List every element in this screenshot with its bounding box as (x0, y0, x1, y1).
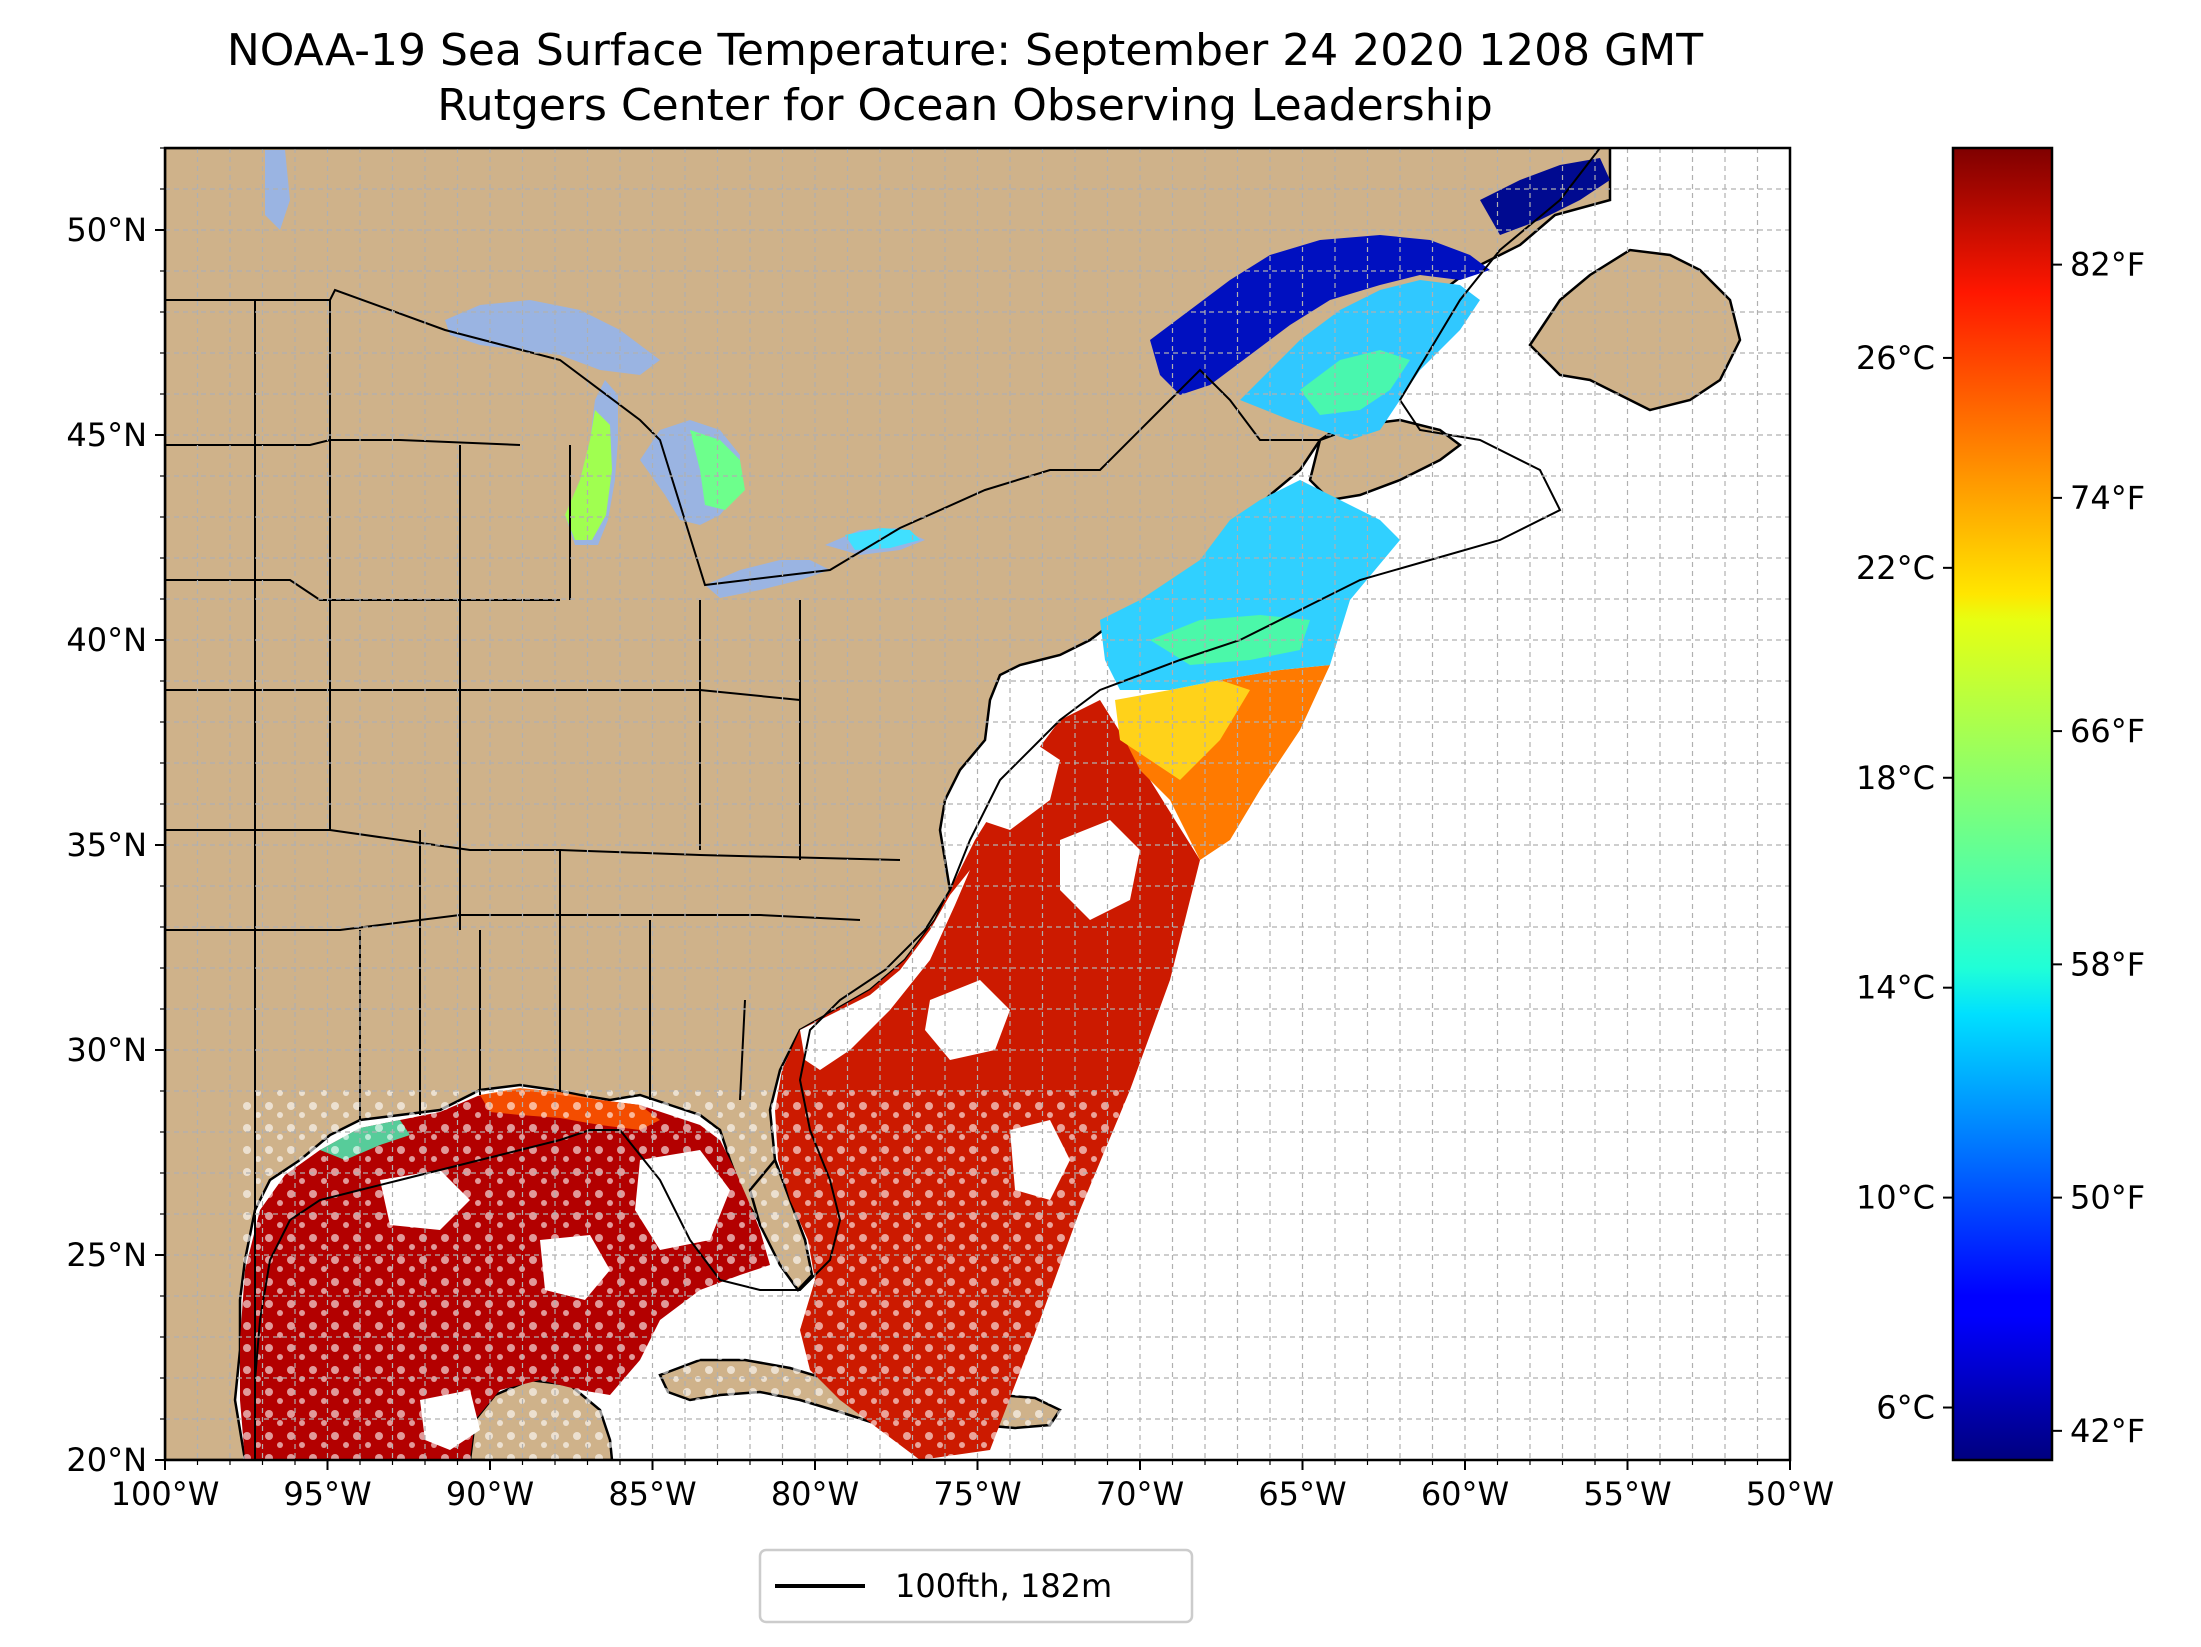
longitude-axis: 100°W 95°W 90°W 85°W 80°W 75°W 70°W 65°W 60°W 55°… (111, 1460, 1834, 1513)
lake-winnipeg (265, 150, 290, 230)
lake-superior (445, 300, 660, 375)
colorbar-celsius-axis: 6°C 10°C 14°C 18°C 22°C 26°C (1856, 339, 1953, 1427)
colorbar-celsius-label: 22°C (1856, 549, 1935, 587)
colorbar-celsius-label: 26°C (1856, 339, 1935, 377)
colorbar-fahrenheit-label: 50°F (2070, 1179, 2145, 1217)
map-panel: 100°W 95°W 90°W 85°W 80°W 75°W 70°W 65°W 60°W 55°… (66, 146, 1834, 1513)
border-states-7 (254, 300, 801, 1460)
colorbar-gradient (1951, 146, 2054, 1462)
colorbar-celsius-label: 14°C (1856, 969, 1935, 1007)
cloud-gap-coastal (800, 870, 970, 1070)
lake-erie (705, 560, 830, 598)
lon-tick-label: 50°W (1746, 1475, 1834, 1513)
lon-tick-label: 65°W (1258, 1475, 1346, 1513)
latitude-axis: 20°N 25°N 30°N 35°N 40°N 45°N 50°N (66, 147, 165, 1479)
legend: 100fth, 182m (758, 1548, 1194, 1624)
border-states-4 (165, 829, 901, 861)
lat-tick-label: 35°N (66, 826, 147, 864)
title-line-2: Rutgers Center for Ocean Observing Leade… (437, 80, 1493, 131)
colorbar-fahrenheit-label: 82°F (2070, 246, 2145, 284)
colorbar-fahrenheit-label: 42°F (2070, 1412, 2145, 1450)
colorbar-celsius-label: 10°C (1856, 1179, 1935, 1217)
lon-tick-label: 55°W (1583, 1475, 1671, 1513)
lon-tick-label: 100°W (111, 1475, 220, 1513)
sst-lake-huron (690, 430, 745, 510)
lat-tick-label: 40°N (66, 621, 147, 659)
lon-tick-label: 80°W (771, 1475, 859, 1513)
colorbar-celsius-label: 18°C (1856, 759, 1935, 797)
legend-label: 100fth, 182m (895, 1567, 1112, 1605)
lon-tick-label: 85°W (608, 1475, 696, 1513)
border-states-5 (165, 914, 861, 931)
border-states-2 (165, 579, 560, 601)
border-states-3 (165, 689, 801, 701)
sst-slope-yellow (1115, 680, 1250, 780)
lat-tick-label: 20°N (66, 1441, 147, 1479)
isobath-100-fathom (254, 148, 1601, 1460)
lon-tick-label: 95°W (283, 1475, 371, 1513)
lat-tick-label: 45°N (66, 416, 147, 454)
sst-st-lawrence-estuary (1150, 235, 1490, 395)
colorbar-fahrenheit-label: 66°F (2070, 712, 2145, 750)
title-line-1: NOAA-19 Sea Surface Temperature: Septemb… (227, 25, 1703, 76)
map-gridlines (165, 148, 1790, 1460)
sst-lake-michigan (565, 410, 612, 540)
lon-tick-label: 75°W (933, 1475, 1021, 1513)
lat-tick-label: 50°N (66, 211, 147, 249)
land-newfoundland (1528, 248, 1742, 412)
colorbar-fahrenheit-axis: 42°F 50°F 58°F 66°F 74°F 82°F (2052, 246, 2145, 1450)
lon-tick-label: 70°W (1096, 1475, 1184, 1513)
lat-tick-label: 30°N (66, 1031, 147, 1069)
cloud-speckle (240, 1090, 1230, 1460)
colorbar-celsius-label: 6°C (1876, 1389, 1935, 1427)
legend-box (758, 1548, 1194, 1624)
colorbar-fahrenheit-label: 58°F (2070, 945, 2145, 983)
colorbar-fahrenheit-label: 74°F (2070, 479, 2145, 517)
lat-tick-label: 25°N (66, 1236, 147, 1274)
lon-tick-label: 60°W (1421, 1475, 1509, 1513)
cloud-gap-atlantic-3 (925, 980, 1010, 1060)
sst-gulf-st-lawrence-green (1300, 350, 1410, 415)
sst-data-layer (240, 158, 1610, 1460)
lon-tick-label: 90°W (446, 1475, 534, 1513)
colorbar: 6°C 10°C 14°C 18°C 22°C 26°C 42°F 50°F 58°F 66°F… (1856, 146, 2145, 1462)
